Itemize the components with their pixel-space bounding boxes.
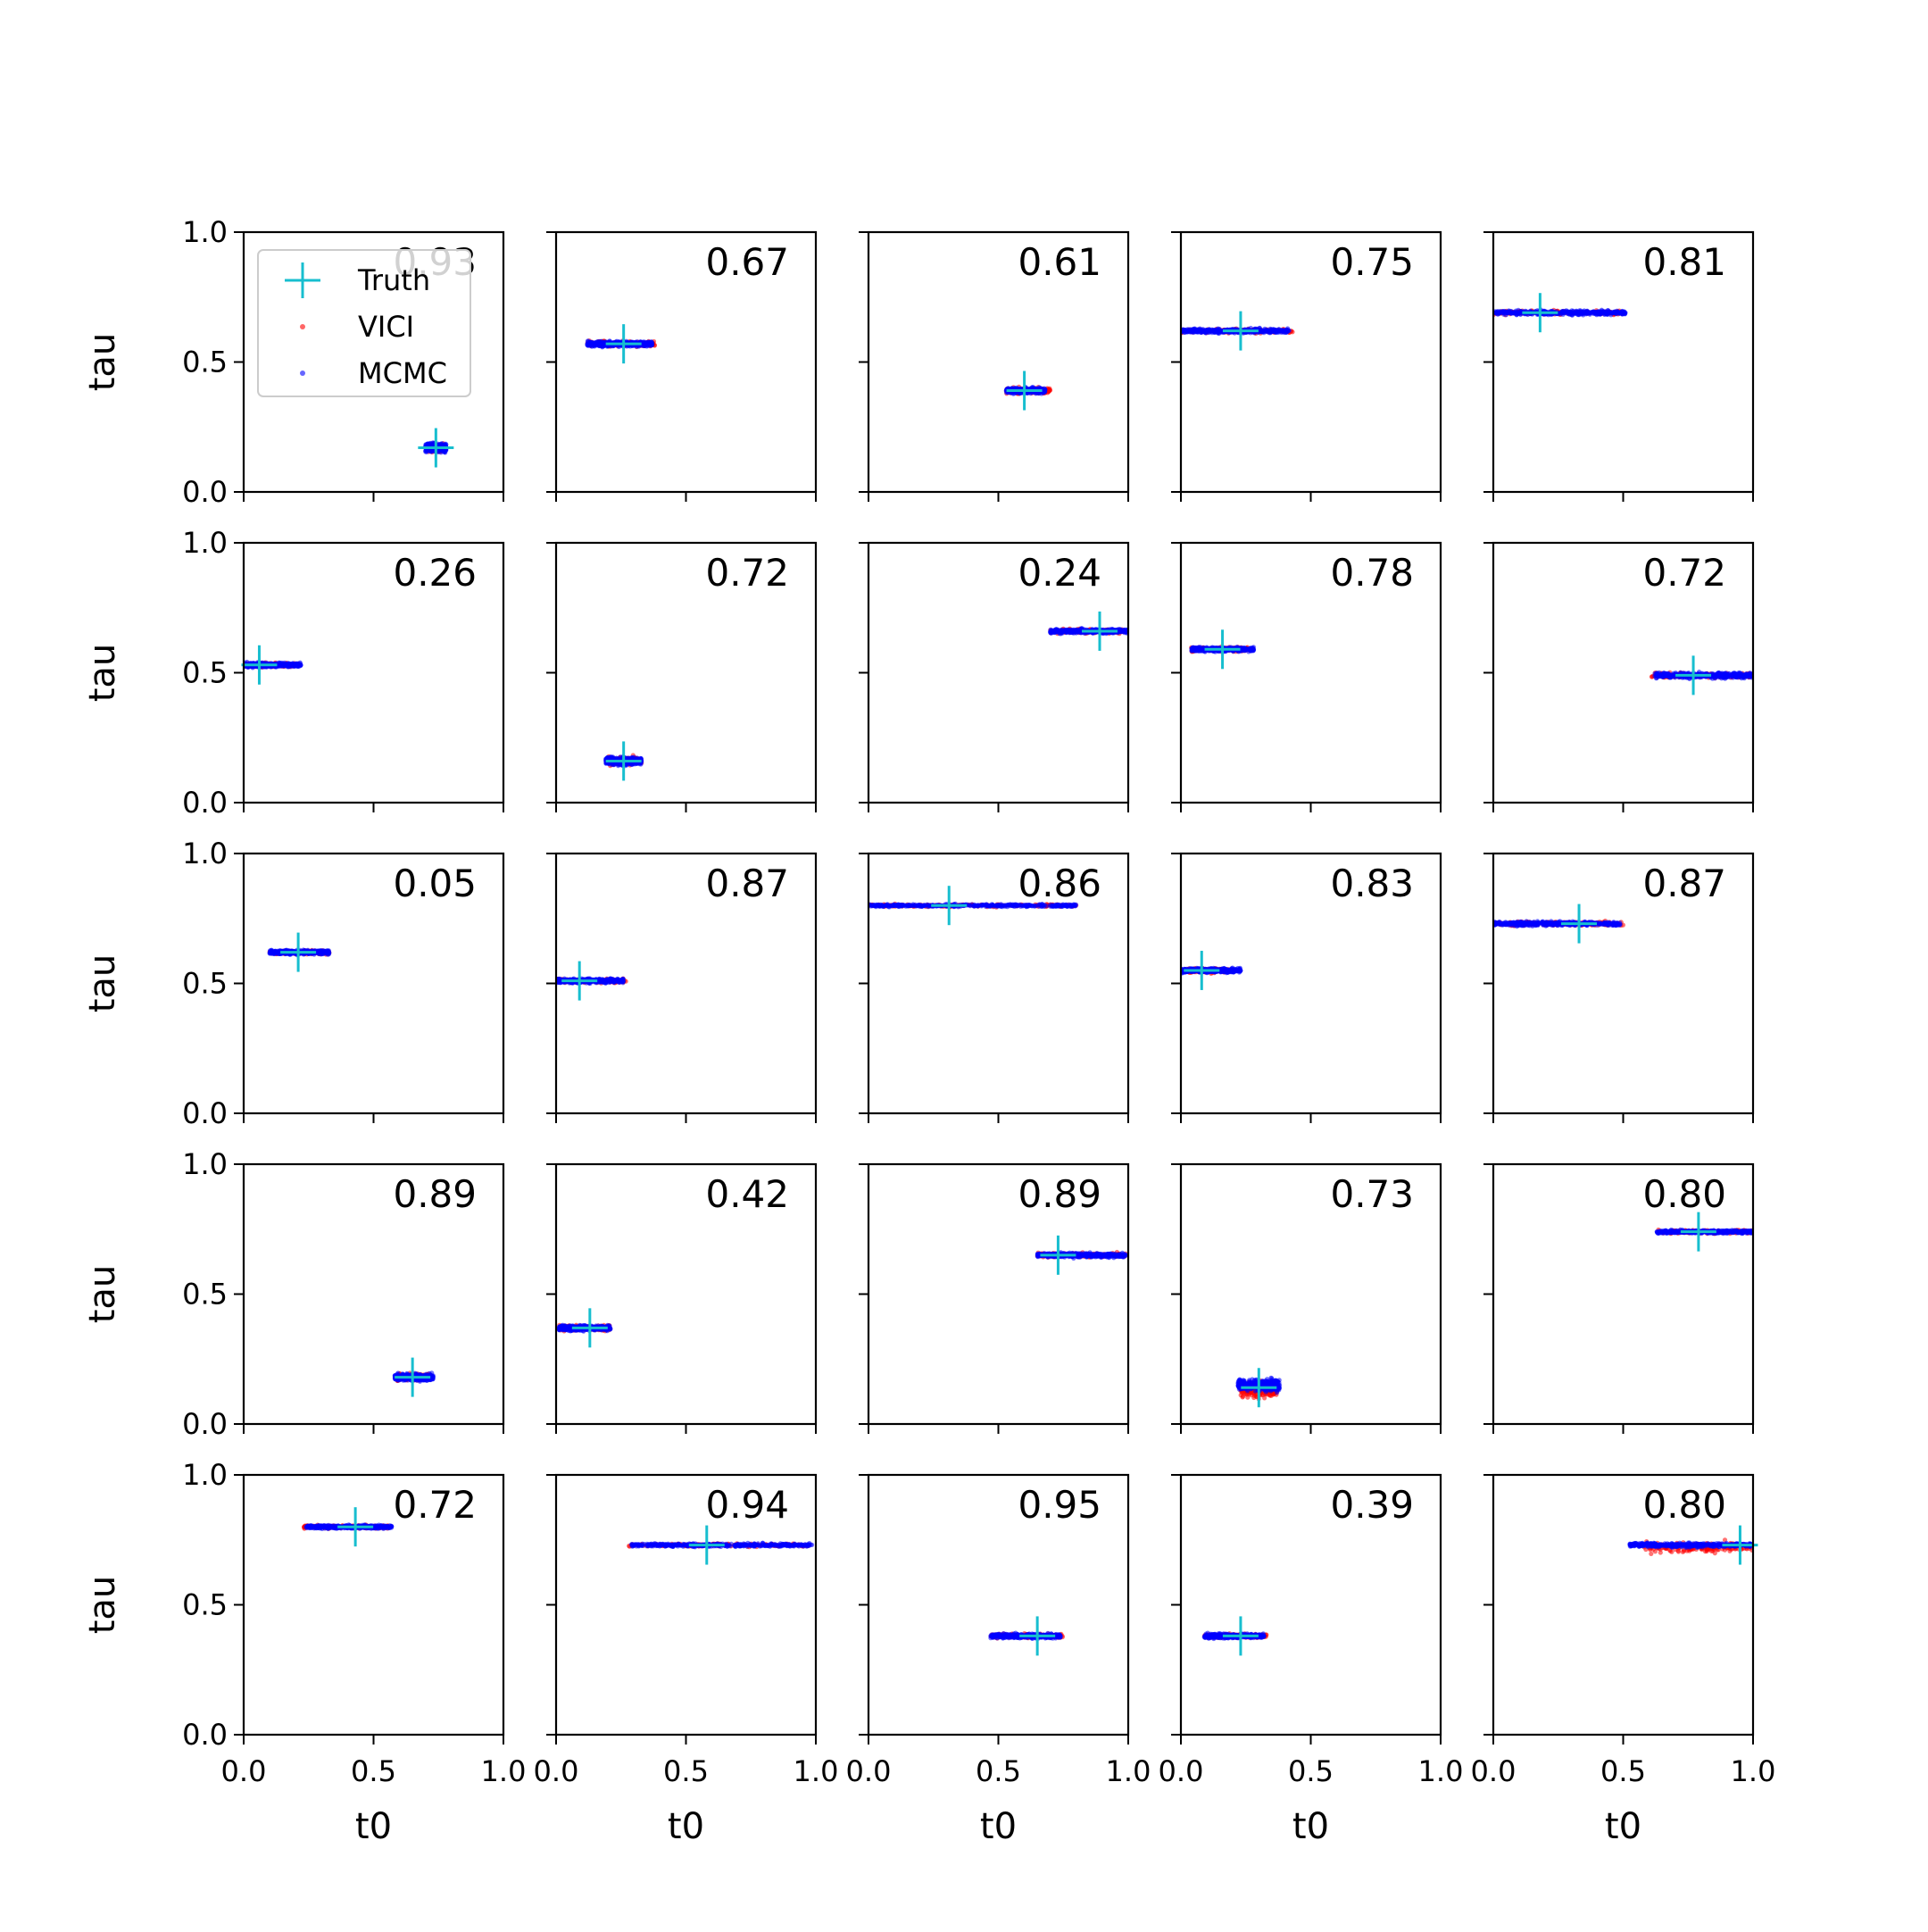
mcmc-point <box>1278 329 1283 333</box>
mcmc-point <box>602 341 606 346</box>
panel-value-label: 0.75 <box>1330 240 1414 284</box>
panel-value-label: 0.81 <box>1642 240 1726 284</box>
mcmc-point <box>1185 329 1190 334</box>
panel-6: 0.0 0.5 1.0 tau 0.26 <box>82 526 503 820</box>
mcmc-point <box>1611 311 1616 315</box>
mcmc-point <box>1065 628 1069 632</box>
panel-value-label: 0.72 <box>705 551 789 595</box>
mcmc-point <box>1214 329 1218 333</box>
mcmc-point <box>1270 329 1275 333</box>
mcmc-point <box>1507 311 1511 315</box>
mcmc-point <box>1198 327 1202 331</box>
mcmc-point <box>1207 330 1211 335</box>
panel-2: 0.67 <box>546 232 816 502</box>
mcmc-point <box>1560 310 1565 314</box>
mcmc-point <box>1051 629 1056 633</box>
mcmc-point <box>1570 310 1575 314</box>
y-tick-label: 1.0 <box>182 215 228 249</box>
mcmc-point <box>298 662 303 666</box>
mcmc-point <box>1607 310 1611 314</box>
mcmc-point <box>589 341 594 346</box>
mcmc-point <box>1060 629 1065 634</box>
panel-4: 0.75 <box>1171 232 1441 502</box>
mcmc-point <box>648 340 652 345</box>
y-tick-label: 0.5 <box>182 656 228 690</box>
mcmc-point <box>287 664 291 669</box>
y-tick-label: 0.0 <box>182 475 228 509</box>
panel-value-label: 0.61 <box>1018 240 1101 284</box>
panel-3: 0.61 <box>859 232 1128 502</box>
mcmc-point <box>1071 631 1076 636</box>
y-axis-label: tau <box>82 644 123 703</box>
panel-8: 0.24 <box>859 543 1130 812</box>
mcmc-point <box>1266 329 1270 333</box>
y-tick-label: 1.0 <box>182 526 228 560</box>
mcmc-point <box>1591 310 1596 314</box>
panel-value-label: 0.26 <box>393 551 477 595</box>
mcmc-point <box>1192 327 1196 331</box>
panel-value-label: 0.67 <box>705 240 789 284</box>
mcmc-point <box>292 662 296 666</box>
mcmc-point <box>1496 309 1500 313</box>
panel-7: 0.72 <box>546 543 816 812</box>
panel-9: 0.78 <box>1171 543 1441 812</box>
y-tick-label: 0.0 <box>182 786 228 820</box>
mcmc-point <box>1285 329 1290 334</box>
y-tick-label: 0.5 <box>182 346 228 379</box>
mcmc-point <box>1515 311 1519 315</box>
y-axis-label: tau <box>82 333 123 392</box>
mcmc-point <box>1600 309 1604 313</box>
panel-points <box>1491 307 1627 318</box>
mcmc-point <box>1579 312 1583 316</box>
mcmc-point <box>1043 389 1047 394</box>
panel-5: 0.81 <box>1483 232 1753 502</box>
mcmc-point <box>1619 311 1624 315</box>
mcmc-point <box>1616 310 1620 314</box>
panel-value-label: 0.24 <box>1018 551 1101 595</box>
